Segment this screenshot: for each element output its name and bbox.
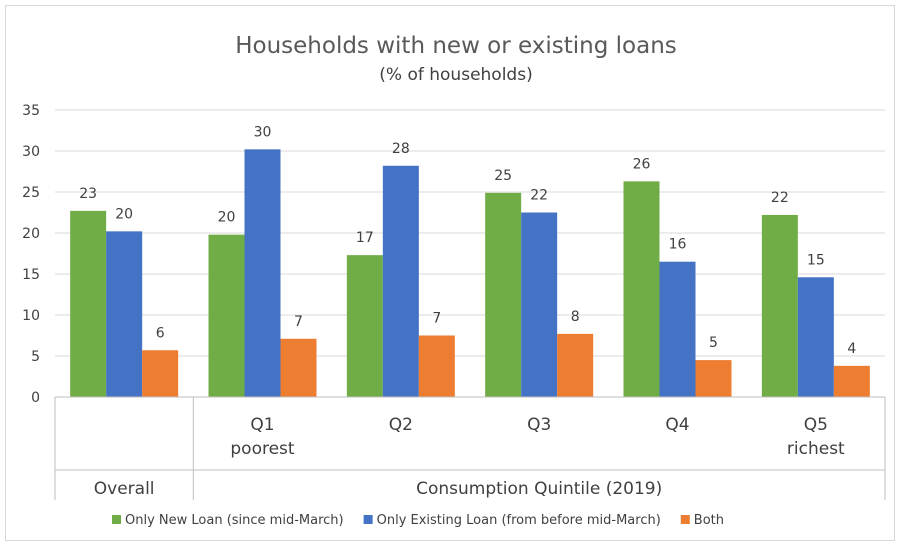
legend-label: Both [694,513,724,528]
y-tick-label: 10 [22,308,40,324]
data-label: 6 [156,325,165,341]
data-label: 5 [709,335,718,351]
y-tick-label: 15 [22,267,40,283]
data-label: 7 [294,314,303,330]
bar [797,277,834,397]
legend-swatch [363,515,373,524]
bar [70,210,107,397]
data-label: 23 [79,186,97,202]
bar [695,360,732,397]
data-label: 22 [771,190,789,206]
bar [418,335,455,397]
x-tick-label: Q4 [665,415,689,435]
x-axis: Q1 poorest Q2 Q3 Q4 Q5 richest Overall Consumpti… [54,396,886,500]
y-tick-label: 20 [22,226,40,242]
bars [70,149,870,397]
y-axis-ticks: 0 5 10 15 20 25 30 35 [22,103,40,406]
y-tick-label: 5 [31,349,40,365]
bar [106,231,143,397]
data-label: 26 [633,156,651,172]
data-label: 20 [115,206,133,222]
y-tick-label: 25 [22,185,40,201]
bar [521,212,558,397]
data-label: 30 [254,124,272,140]
y-tick-label: 30 [22,144,40,160]
gridlines [55,109,885,357]
x-tick-label: Q5 [804,415,828,435]
bar [244,149,281,397]
x-group-label: Consumption Quintile (2019) [416,479,662,499]
data-label: 15 [807,252,825,268]
chart-frame [5,5,895,541]
data-label: 28 [392,141,410,157]
data-labels: 23 20 6 20 30 7 17 28 7 25 22 8 26 16 5 22 15 4 [79,124,856,356]
data-label: 8 [571,309,580,325]
data-label: 25 [494,168,512,184]
y-tick-label: 0 [31,390,40,406]
data-label: 17 [356,230,374,246]
x-tick-sublabel: richest [787,439,845,459]
bar [485,192,522,397]
chart-title: Households with new or existing loans [235,33,677,59]
bar [761,214,798,397]
chart-subtitle: (% of households) [379,65,532,85]
bar [346,255,383,397]
bar [659,261,696,397]
x-group-label: Overall [94,479,155,499]
data-label: 4 [847,341,856,357]
bar [833,365,870,397]
x-tick-sublabel: poorest [230,439,295,459]
data-label: 16 [669,237,687,253]
x-tick-label: Q3 [527,415,551,435]
bar [623,181,660,397]
legend-label: Only Existing Loan (from before mid-Marc… [377,513,661,528]
data-label: 22 [530,188,548,204]
x-tick-label: Q1 [250,415,274,435]
x-tick-label: Q2 [389,415,413,435]
bar [208,234,245,397]
bar [280,338,317,397]
y-tick-label: 35 [22,103,40,119]
bar [142,350,179,397]
bar [557,333,594,397]
data-label: 7 [432,311,441,327]
legend: Only New Loan (since mid-March) Only Exis… [112,513,724,528]
legend-swatch [680,515,690,524]
legend-swatch [112,515,121,524]
data-label: 20 [218,210,236,226]
legend-label: Only New Loan (since mid-March) [125,513,344,528]
bar [382,165,419,397]
